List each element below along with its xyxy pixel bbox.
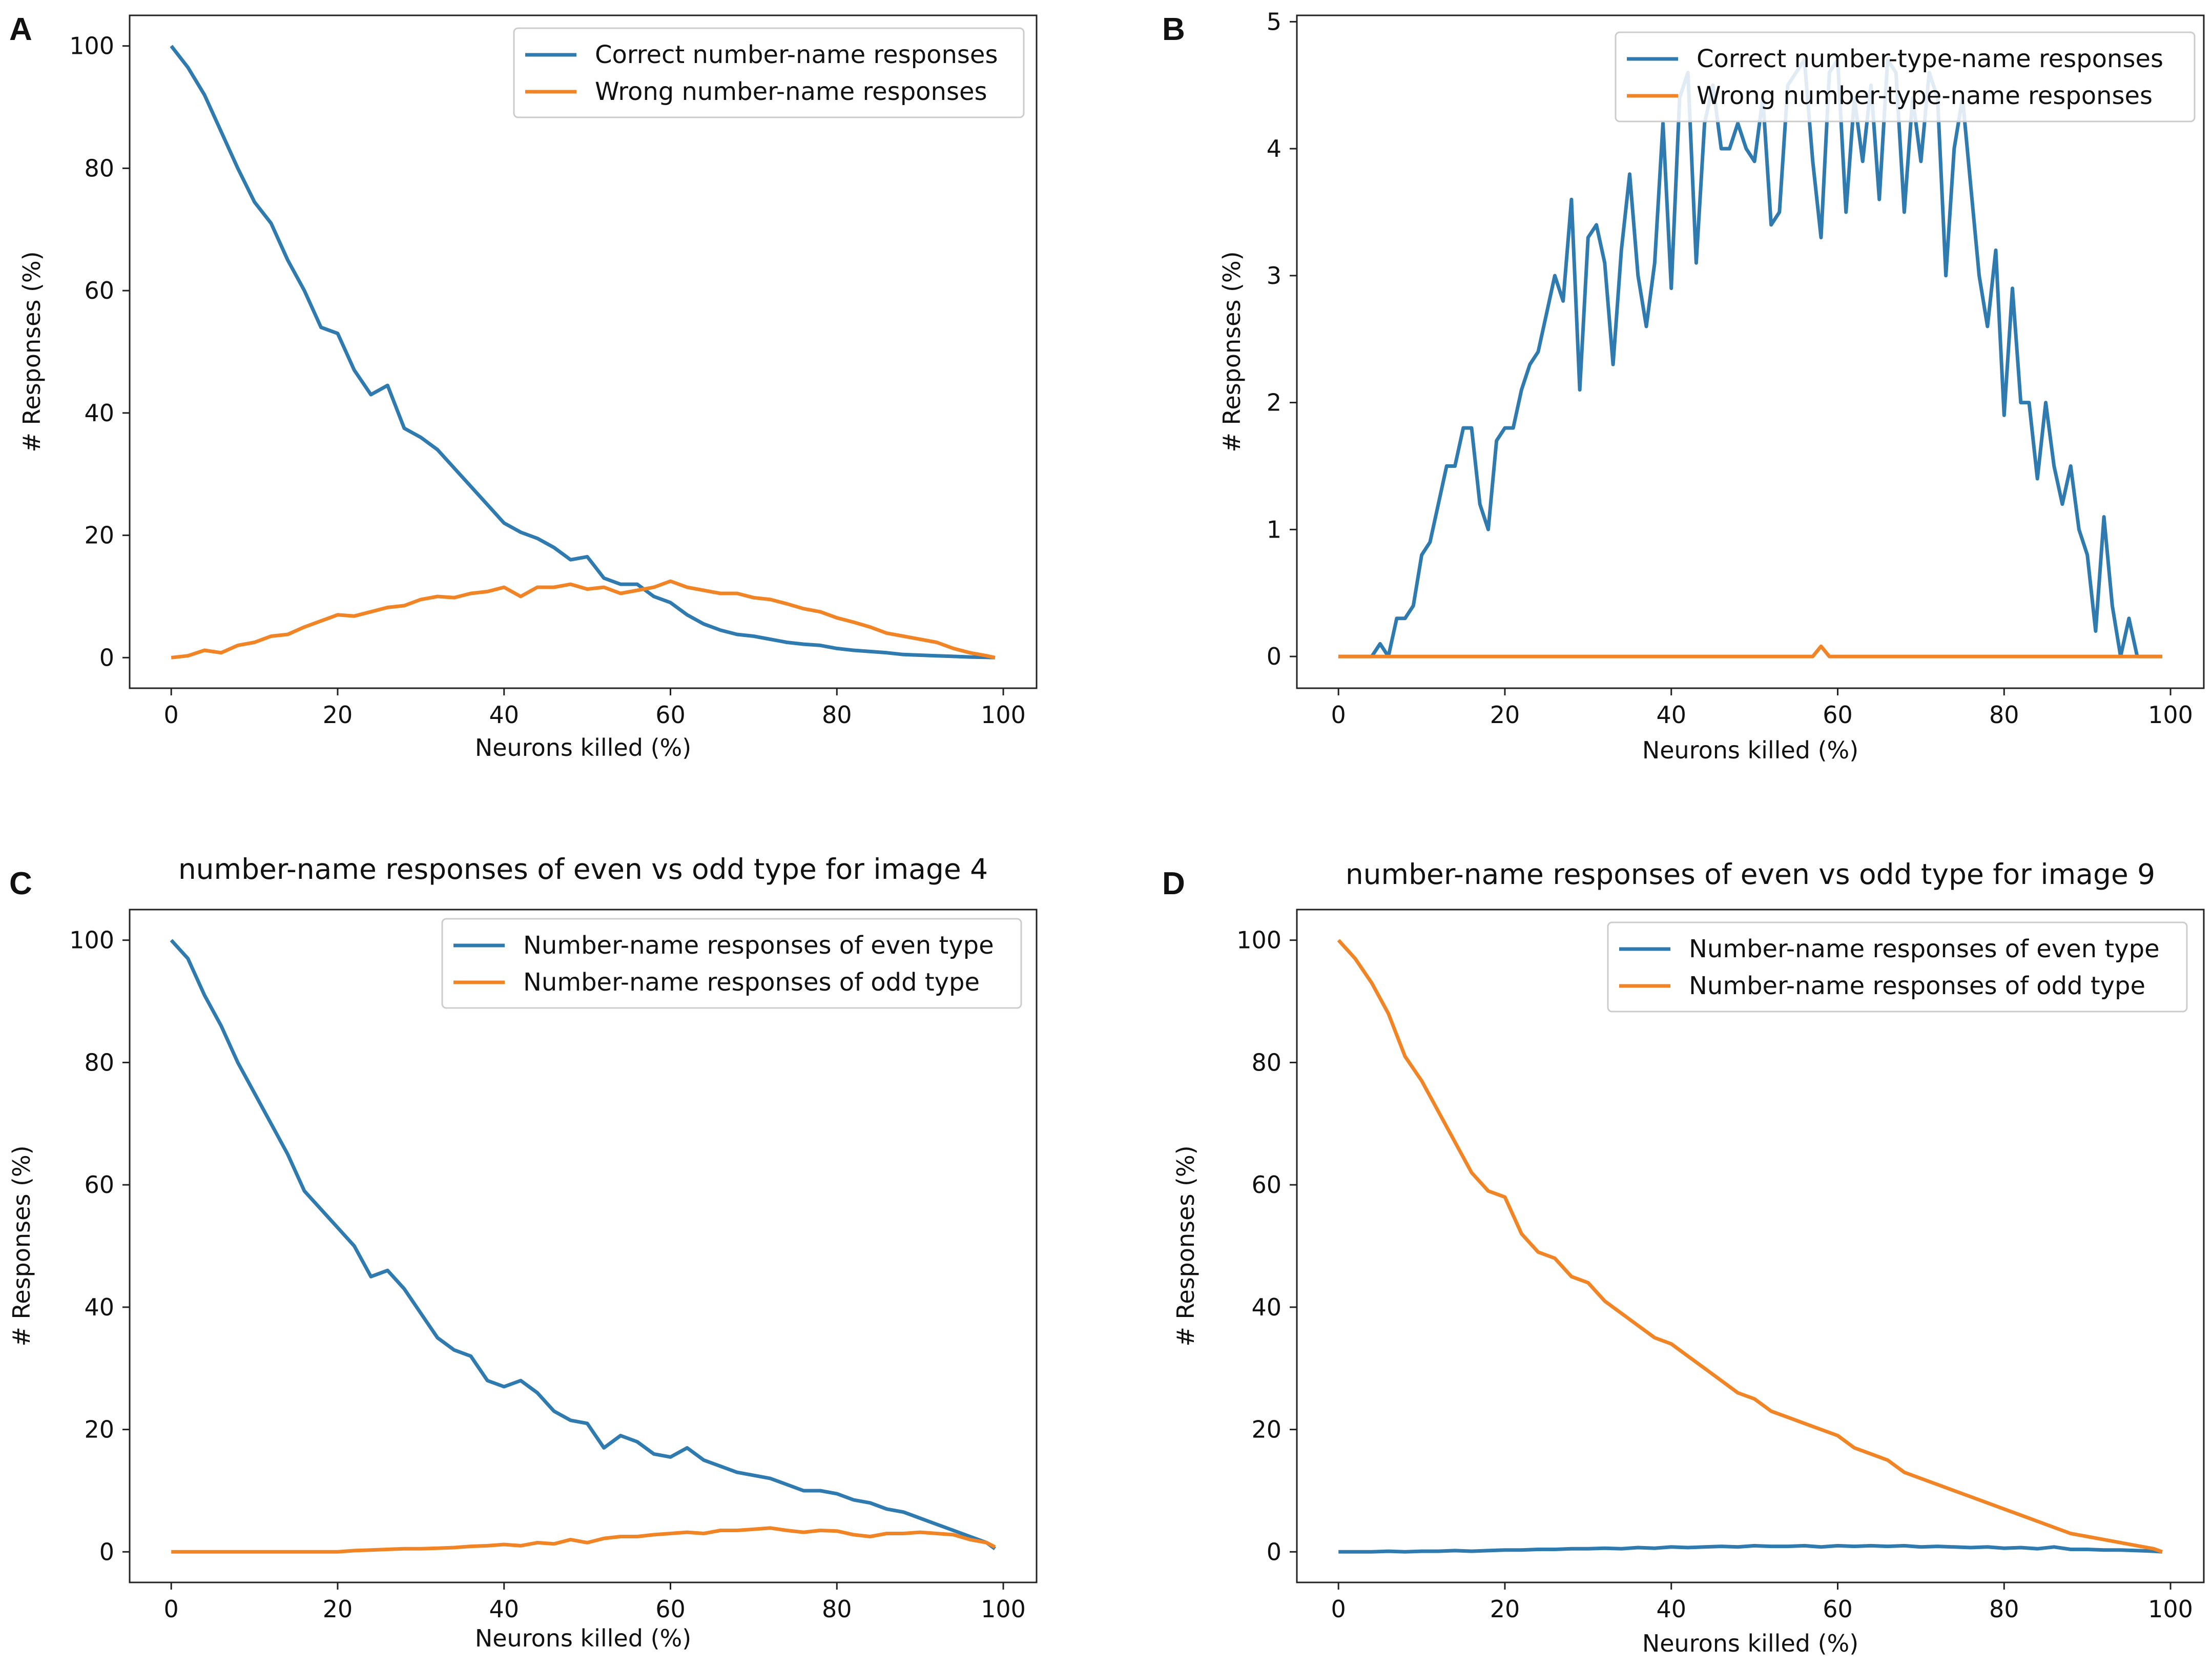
- legend-entry: Correct number-type-name responses: [1697, 45, 2163, 73]
- y-tick-label: 20: [84, 1416, 114, 1444]
- y-tick-label: 40: [1251, 1293, 1281, 1321]
- legend-box: [1615, 31, 2196, 122]
- legend-entry: Number-name responses of even type: [1689, 935, 2160, 963]
- y-tick-label: 0: [99, 644, 114, 671]
- y-tick-label: 100: [1236, 926, 1281, 954]
- y-tick-label: 100: [69, 32, 114, 60]
- y-axis-label: # Responses (%): [18, 251, 46, 452]
- plot-frame: [1296, 14, 2205, 689]
- x-tick-label: 100: [981, 1595, 1026, 1623]
- x-tick-label: 20: [1490, 1595, 1520, 1623]
- x-axis-label: Neurons killed (%): [1642, 736, 1858, 764]
- panel-letter: A: [9, 12, 32, 47]
- y-tick-label: 80: [84, 1048, 114, 1076]
- series-line-orange: [171, 1526, 996, 1554]
- x-tick-label: 20: [1490, 701, 1520, 729]
- plot-frame: [129, 14, 1038, 689]
- x-tick-label: 80: [1989, 1595, 2019, 1623]
- legend: Number-name responses of even type Number…: [1607, 921, 2188, 1013]
- y-axis-label: # Responses (%): [8, 1145, 35, 1346]
- y-tick-label: 0: [1267, 643, 1281, 670]
- y-tick-label: 0: [1267, 1538, 1281, 1566]
- x-tick-label: 20: [323, 701, 353, 729]
- plot-frame: [1296, 909, 2205, 1583]
- x-tick-label: 40: [489, 701, 519, 729]
- x-tick-label: 0: [1331, 701, 1346, 729]
- legend: Correct number-name responses Wrong numbe…: [513, 27, 1025, 118]
- y-tick-label: 0: [99, 1538, 114, 1566]
- y-tick-label: 20: [84, 522, 114, 549]
- x-tick-label: 80: [1989, 701, 2019, 729]
- x-tick-label: 0: [164, 1595, 179, 1623]
- y-tick-label: 60: [1251, 1171, 1281, 1199]
- y-tick-label: 3: [1267, 262, 1281, 290]
- y-tick-label: 80: [84, 154, 114, 182]
- y-tick-label: 100: [69, 926, 114, 954]
- x-tick-label: 100: [981, 701, 1026, 729]
- legend-entry: Wrong number-type-name responses: [1697, 81, 2153, 110]
- x-tick-label: 60: [655, 1595, 686, 1623]
- y-axis-label: # Responses (%): [1172, 1145, 1200, 1346]
- plot-frame: [129, 909, 1038, 1583]
- chart-panel-b: B 0 20 40 60 80 100 0 1 2 3 4 5 Neurons killed (%) # R…: [1162, 8, 2205, 764]
- legend-entry: Correct number-name responses: [595, 40, 998, 69]
- series-line-blue: [1338, 58, 2162, 658]
- y-tick-label: 4: [1267, 135, 1281, 162]
- x-axis-label: Neurons killed (%): [475, 734, 691, 761]
- x-tick-label: 60: [655, 701, 686, 729]
- y-tick-label: 80: [1251, 1048, 1281, 1076]
- x-tick-label: 80: [822, 701, 852, 729]
- x-tick-label: 100: [2148, 1595, 2193, 1623]
- legend-box: [441, 918, 1022, 1009]
- series-line-blue: [170, 45, 995, 660]
- x-tick-label: 0: [164, 701, 179, 729]
- series-line-blue: [170, 939, 996, 1551]
- x-tick-label: 60: [1823, 1595, 1853, 1623]
- x-tick-label: 0: [1331, 1595, 1346, 1623]
- series-line-orange: [171, 579, 996, 660]
- chart-title: number-name responses of even vs odd typ…: [178, 853, 988, 886]
- legend-entry: Number-name responses of even type: [523, 931, 994, 960]
- y-tick-label: 1: [1267, 516, 1281, 543]
- series-line-blue: [1338, 1543, 2163, 1554]
- y-axis-label: # Responses (%): [1218, 251, 1246, 452]
- y-tick-label: 60: [84, 1171, 114, 1199]
- y-tick-label: 40: [84, 399, 114, 427]
- legend: Number-name responses of even type Number…: [441, 918, 1022, 1009]
- panel-letter: B: [1162, 12, 1185, 47]
- x-tick-label: 20: [323, 1595, 353, 1623]
- series-line-orange: [1338, 644, 2162, 658]
- panel-letter: C: [9, 866, 32, 901]
- chart-title: number-name responses of even vs odd typ…: [1346, 858, 2155, 891]
- x-tick-label: 60: [1823, 701, 1853, 729]
- legend-box: [513, 27, 1025, 118]
- x-axis-label: Neurons killed (%): [475, 1624, 691, 1652]
- legend-box: [1607, 921, 2188, 1013]
- y-tick-label: 20: [1251, 1416, 1281, 1444]
- x-tick-label: 80: [822, 1595, 852, 1623]
- x-tick-label: 40: [489, 1595, 519, 1623]
- x-tick-label: 40: [1656, 701, 1686, 729]
- legend: Correct number-type-name responses Wrong …: [1615, 31, 2196, 122]
- chart-panel-a: A 0 20 40 60 80 100 0 20 40 60 80 100 Neurons killed …: [9, 12, 1038, 761]
- series-line-orange: [1337, 939, 2163, 1554]
- y-tick-label: 60: [84, 277, 114, 304]
- y-tick-label: 40: [84, 1293, 114, 1321]
- legend-entry: Wrong number-name responses: [595, 77, 987, 106]
- legend-entry: Number-name responses of odd type: [1689, 972, 2145, 1000]
- x-tick-label: 40: [1656, 1595, 1686, 1623]
- x-tick-label: 100: [2148, 701, 2193, 729]
- y-tick-label: 2: [1267, 389, 1281, 417]
- y-tick-label: 5: [1267, 8, 1281, 35]
- x-axis-label: Neurons killed (%): [1642, 1630, 1858, 1657]
- panel-letter: D: [1162, 866, 1185, 901]
- legend-entry: Number-name responses of odd type: [523, 968, 980, 997]
